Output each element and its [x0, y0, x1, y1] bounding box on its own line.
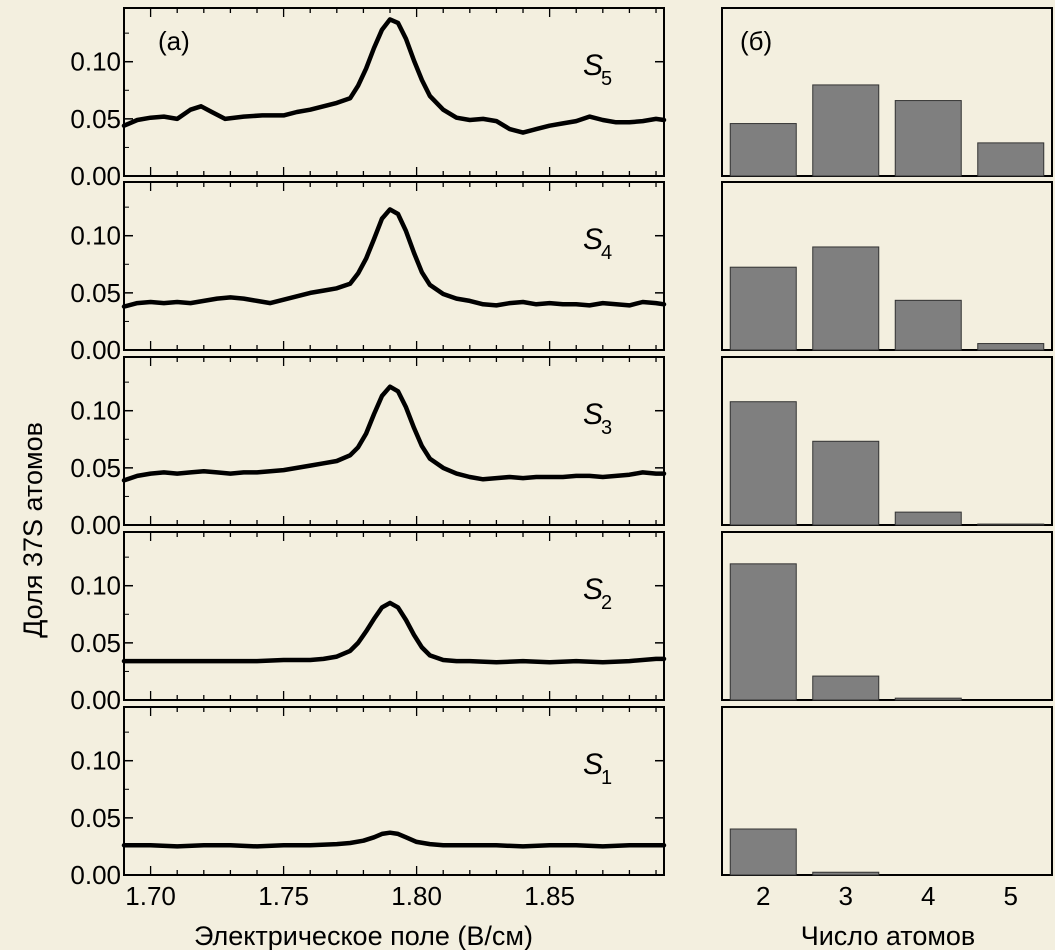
bar-S4-5: [977, 343, 1045, 351]
panel-b-label: (б): [740, 26, 772, 56]
trace-frame: [123, 181, 665, 351]
series-label-S2: S: [583, 573, 603, 606]
y-tick-label: 0.05: [70, 278, 121, 308]
left-panels: 0.000.050.10 S50.000.050.10 S40.000.050.10…: [70, 7, 667, 911]
category-tick-label: 4: [921, 881, 935, 911]
y-tick-label: 0.00: [70, 860, 121, 890]
bar-panel-S2: [721, 531, 1053, 701]
y-tick-label: 0.00: [70, 161, 121, 191]
bar-panel-S4: [721, 181, 1053, 351]
trace-panel-S4: 0.00 0.05 0.10 S4: [70, 181, 667, 365]
series-subscript-S2: 2: [601, 592, 612, 614]
bar-S5-4: [894, 100, 962, 177]
y-tick-label: 0.10: [70, 47, 121, 77]
y-tick-label: 0.05: [70, 628, 121, 658]
series-label-S5: S: [583, 49, 603, 82]
y-tick-label: 0.10: [70, 396, 121, 426]
x-tick-label: 1.70: [125, 881, 176, 911]
y-tick-label: 0.00: [70, 510, 121, 540]
trace-panel-S3: 0.00 0.05 0.10 S3: [70, 356, 667, 540]
right-panels: 2 3 4 5: [721, 7, 1053, 911]
trace-line-S5: [121, 17, 667, 135]
y-tick-label: 0.05: [70, 453, 121, 483]
trace-frame: [123, 706, 665, 876]
x-tick-label: 1.75: [258, 881, 309, 911]
bar-S3-2: [729, 401, 797, 526]
bar-S2-3: [812, 675, 880, 701]
bar-frame: [721, 706, 1053, 876]
category-tick-label: 3: [839, 881, 853, 911]
bar-frame: [721, 181, 1053, 351]
x-tick-label: 1.80: [391, 881, 442, 911]
series-subscript-S4: 4: [601, 242, 612, 264]
bar-S5-2: [729, 123, 797, 177]
trace-line-S4: [121, 207, 667, 309]
bar-frame: [721, 531, 1053, 701]
trace-line-S1: [121, 830, 667, 849]
bar-panel-S3: [721, 356, 1053, 526]
y-tick-label: 0.10: [70, 571, 121, 601]
category-tick-label: 5: [1004, 881, 1018, 911]
trace-frame: [123, 531, 665, 701]
bar-S3-4: [894, 511, 962, 526]
bar-S4-4: [894, 299, 962, 351]
y-tick-label: 0.10: [70, 221, 121, 251]
trace-panel-S1: 0.00 0.05 0.10 S1: [70, 706, 667, 890]
x-tick-label: 1.85: [524, 881, 575, 911]
bar-S3-3: [812, 440, 880, 526]
bar-S4-3: [812, 246, 880, 351]
bar-S2-2: [729, 563, 797, 701]
bar-S4-2: [729, 266, 797, 351]
bar-S5-3: [812, 84, 880, 177]
y-tick-label: 0.05: [70, 803, 121, 833]
y-tick-label: 0.00: [70, 685, 121, 715]
series-label-S3: S: [583, 398, 603, 431]
bar-S3-5: [977, 523, 1045, 526]
trace-frame: [123, 356, 665, 526]
bar-panel-S1: [721, 706, 1053, 876]
y-tick-label: 0.05: [70, 104, 121, 134]
trace-panel-S5: 0.00 0.05 0.10 S5: [70, 7, 667, 191]
panel-a-label: (a): [158, 26, 190, 56]
series-subscript-S3: 3: [601, 417, 612, 439]
x-axis-title-right: Число атомов: [801, 921, 976, 950]
bar-S1-3: [812, 871, 880, 876]
x-axis-title-left: Электрическое поле (В/см): [194, 921, 533, 950]
y-tick-label: 0.00: [70, 335, 121, 365]
bar-S5-5: [977, 142, 1045, 177]
trace-panel-S2: 0.00 0.05 0.10 S2: [70, 531, 667, 715]
y-axis-title: Доля 37S атомов: [18, 422, 48, 638]
bar-panel-S5: [721, 7, 1053, 177]
series-label-S4: S: [583, 223, 603, 256]
series-label-S1: S: [583, 748, 603, 781]
bar-S1-2: [729, 828, 797, 876]
category-tick-label: 2: [756, 881, 770, 911]
bar-S2-4: [894, 697, 962, 701]
bar-frame: [721, 356, 1053, 526]
trace-line-S3: [121, 384, 667, 483]
trace-line-S2: [121, 600, 667, 665]
series-subscript-S5: 5: [601, 68, 612, 90]
y-tick-label: 0.10: [70, 746, 121, 776]
series-subscript-S1: 1: [601, 767, 612, 789]
trace-frame: [123, 7, 665, 177]
bar-frame: [721, 7, 1053, 177]
